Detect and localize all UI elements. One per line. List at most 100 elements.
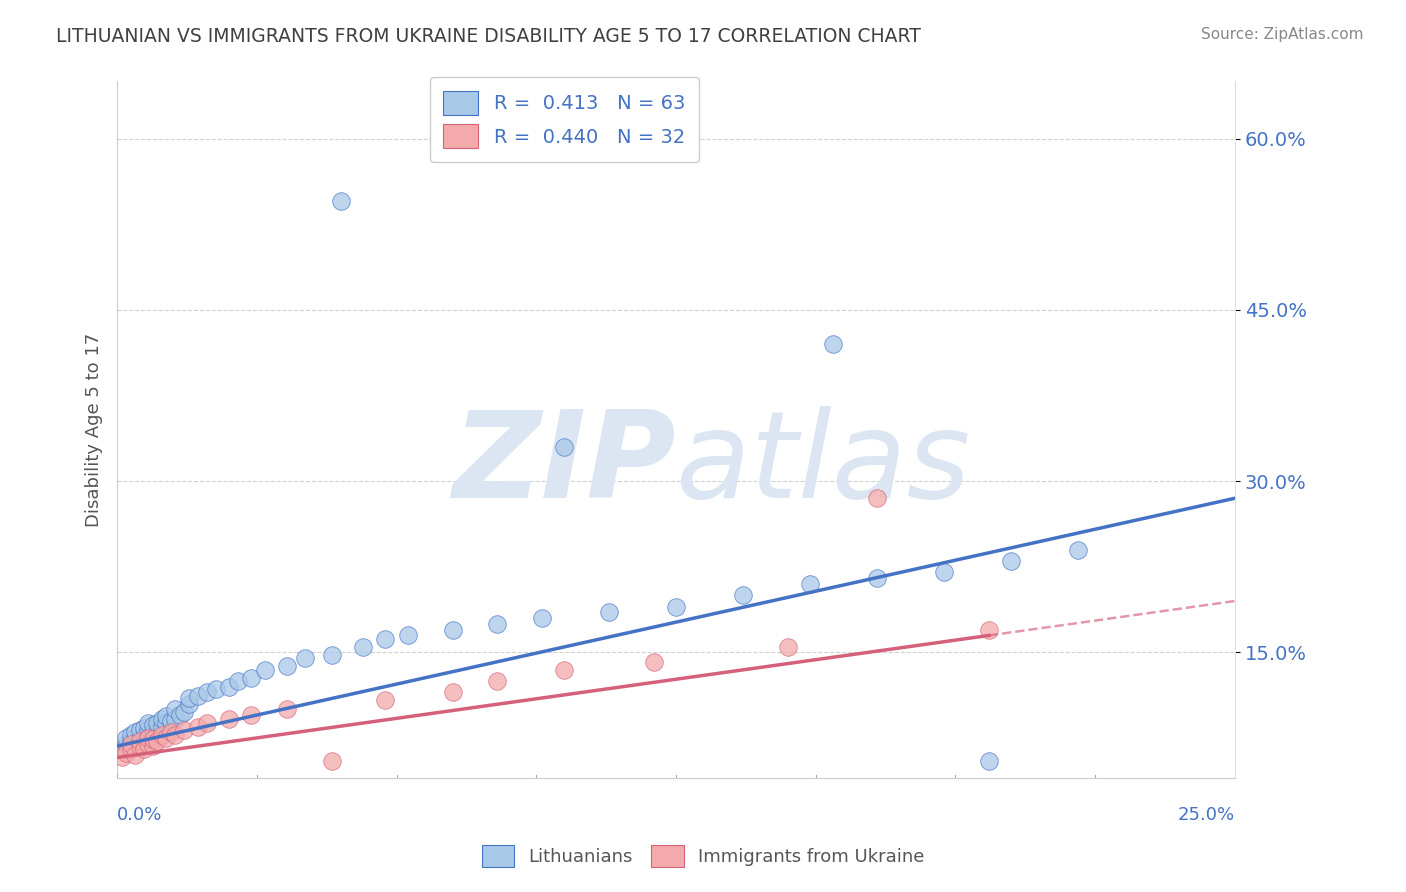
Point xyxy=(128,739,150,753)
Point xyxy=(132,721,155,735)
Point xyxy=(977,623,1000,637)
Point xyxy=(799,577,821,591)
Point xyxy=(276,702,298,716)
Point xyxy=(128,737,150,751)
Point xyxy=(155,716,177,731)
Point xyxy=(187,720,209,734)
Point xyxy=(155,709,177,723)
Point xyxy=(218,680,240,694)
Point xyxy=(120,728,142,742)
Point xyxy=(374,632,396,646)
Point xyxy=(132,730,155,744)
Point xyxy=(441,623,464,637)
Point xyxy=(160,714,183,728)
Point xyxy=(115,737,138,751)
Point xyxy=(111,742,134,756)
Point xyxy=(115,731,138,745)
Point xyxy=(142,732,165,747)
Point xyxy=(866,491,889,506)
Point xyxy=(195,716,218,731)
Point xyxy=(598,606,620,620)
Point xyxy=(321,754,343,768)
Text: ZIP: ZIP xyxy=(453,406,676,523)
Point xyxy=(120,734,142,748)
Point xyxy=(150,712,173,726)
Point xyxy=(115,746,138,760)
Point xyxy=(977,754,1000,768)
Point xyxy=(146,734,169,748)
Point xyxy=(643,655,665,669)
Point xyxy=(821,337,844,351)
Point xyxy=(128,723,150,737)
Text: 0.0%: 0.0% xyxy=(117,805,163,824)
Point xyxy=(553,663,575,677)
Point xyxy=(142,730,165,744)
Point xyxy=(226,673,249,688)
Point xyxy=(128,734,150,748)
Text: Source: ZipAtlas.com: Source: ZipAtlas.com xyxy=(1201,27,1364,42)
Point xyxy=(177,691,200,706)
Point xyxy=(124,748,146,763)
Point xyxy=(165,702,187,716)
Point xyxy=(150,728,173,742)
Point xyxy=(150,720,173,734)
Point xyxy=(1000,554,1022,568)
Point xyxy=(733,588,755,602)
Point xyxy=(132,742,155,756)
Point xyxy=(111,750,134,764)
Point xyxy=(321,648,343,662)
Point xyxy=(866,571,889,585)
Legend: Lithuanians, Immigrants from Ukraine: Lithuanians, Immigrants from Ukraine xyxy=(474,838,932,874)
Point xyxy=(187,689,209,703)
Point xyxy=(138,723,160,737)
Point xyxy=(120,742,142,756)
Point xyxy=(204,681,226,696)
Point xyxy=(132,734,155,748)
Point xyxy=(146,716,169,731)
Point xyxy=(195,685,218,699)
Point xyxy=(155,731,177,745)
Text: LITHUANIAN VS IMMIGRANTS FROM UKRAINE DISABILITY AGE 5 TO 17 CORRELATION CHART: LITHUANIAN VS IMMIGRANTS FROM UKRAINE DI… xyxy=(56,27,921,45)
Point xyxy=(146,725,169,739)
Point xyxy=(138,716,160,731)
Point xyxy=(128,732,150,747)
Point xyxy=(142,718,165,732)
Point xyxy=(165,728,187,742)
Point xyxy=(1067,542,1090,557)
Point xyxy=(240,708,263,723)
Point xyxy=(553,440,575,454)
Y-axis label: Disability Age 5 to 17: Disability Age 5 to 17 xyxy=(86,333,103,527)
Point xyxy=(374,693,396,707)
Text: 25.0%: 25.0% xyxy=(1178,805,1234,824)
Point xyxy=(120,737,142,751)
Point xyxy=(138,732,160,747)
Point xyxy=(124,725,146,739)
Point xyxy=(253,663,276,677)
Point xyxy=(120,739,142,753)
Point xyxy=(138,728,160,742)
Point xyxy=(142,725,165,739)
Point xyxy=(294,651,316,665)
Legend: R =  0.413   N = 63, R =  0.440   N = 32: R = 0.413 N = 63, R = 0.440 N = 32 xyxy=(430,78,699,161)
Point xyxy=(160,725,183,739)
Point xyxy=(218,712,240,726)
Point xyxy=(530,611,553,625)
Point xyxy=(169,708,191,723)
Point xyxy=(276,659,298,673)
Point xyxy=(441,685,464,699)
Point xyxy=(124,731,146,745)
Point xyxy=(177,697,200,711)
Point xyxy=(240,671,263,685)
Point xyxy=(665,599,688,614)
Point xyxy=(352,640,374,654)
Point xyxy=(138,737,160,751)
Point xyxy=(329,194,352,209)
Point xyxy=(173,705,195,719)
Point xyxy=(396,628,419,642)
Point xyxy=(486,616,509,631)
Point xyxy=(776,640,799,654)
Point xyxy=(142,739,165,753)
Point xyxy=(934,566,956,580)
Point xyxy=(138,731,160,745)
Text: atlas: atlas xyxy=(676,406,972,523)
